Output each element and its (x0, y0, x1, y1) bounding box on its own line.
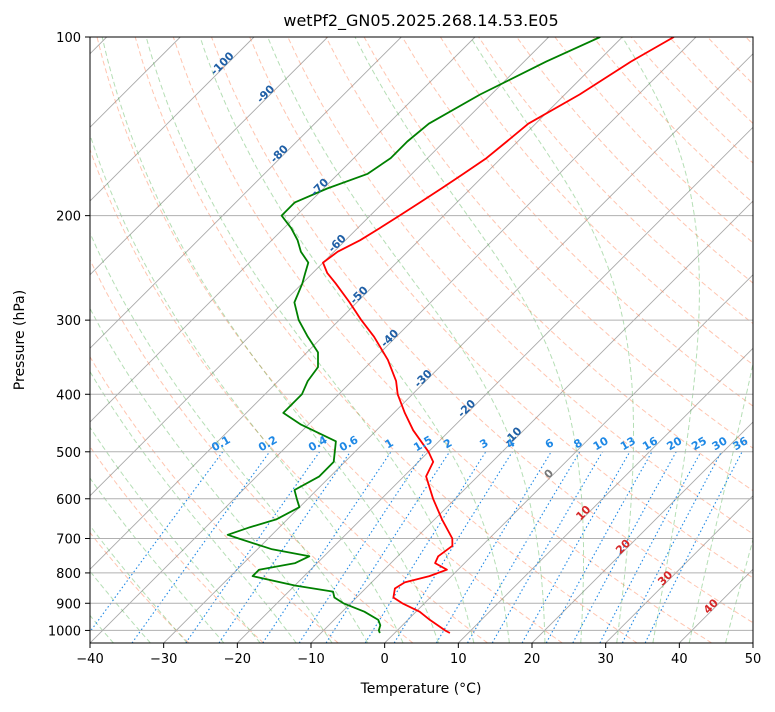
y-tick-label: 600 (56, 493, 81, 508)
x-tick-label: 20 (524, 652, 541, 667)
y-tick-label: 400 (56, 388, 81, 403)
x-tick-label: 0 (381, 652, 389, 667)
x-tick-label: 50 (745, 652, 762, 667)
x-tick-label: 40 (671, 652, 688, 667)
y-tick-label: 1000 (48, 624, 81, 639)
x-tick-label: −30 (150, 652, 177, 667)
x-tick-label: 30 (597, 652, 614, 667)
chart-title: wetPf2_GN05.2025.268.14.53.E05 (283, 11, 558, 31)
x-tick-label: −40 (76, 652, 103, 667)
y-tick-label: 700 (56, 533, 81, 548)
x-tick-label: −20 (224, 652, 251, 667)
y-tick-label: 500 (56, 446, 81, 461)
x-tick-label: 10 (450, 652, 467, 667)
y-tick-label: 800 (56, 567, 81, 582)
y-tick-label: 200 (56, 210, 81, 225)
x-axis-label: Temperature (°C) (360, 681, 482, 697)
x-tick-label: −10 (297, 652, 324, 667)
y-tick-label: 900 (56, 597, 81, 612)
y-tick-label: 100 (56, 31, 81, 46)
y-axis-label: Pressure (hPa) (12, 290, 28, 390)
y-tick-label: 300 (56, 314, 81, 329)
